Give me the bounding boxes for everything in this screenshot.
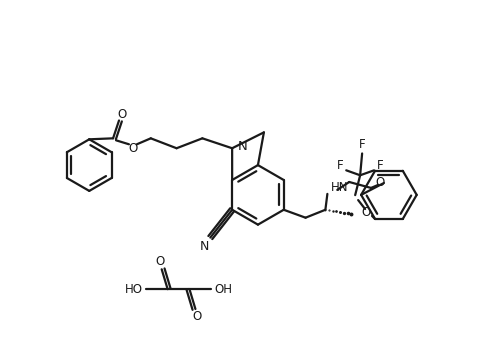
Text: N: N	[238, 140, 248, 153]
Text: O: O	[128, 142, 138, 155]
Text: HO: HO	[125, 283, 143, 296]
Text: O: O	[362, 206, 370, 219]
Text: F: F	[359, 138, 366, 151]
Text: O: O	[193, 311, 202, 323]
Text: O: O	[118, 108, 126, 121]
Text: O: O	[376, 177, 384, 190]
Text: N: N	[200, 240, 209, 253]
Text: F: F	[337, 159, 344, 172]
Text: O: O	[155, 255, 164, 268]
Text: OH: OH	[214, 283, 232, 296]
Text: F: F	[376, 159, 384, 172]
Text: HN: HN	[332, 181, 349, 195]
